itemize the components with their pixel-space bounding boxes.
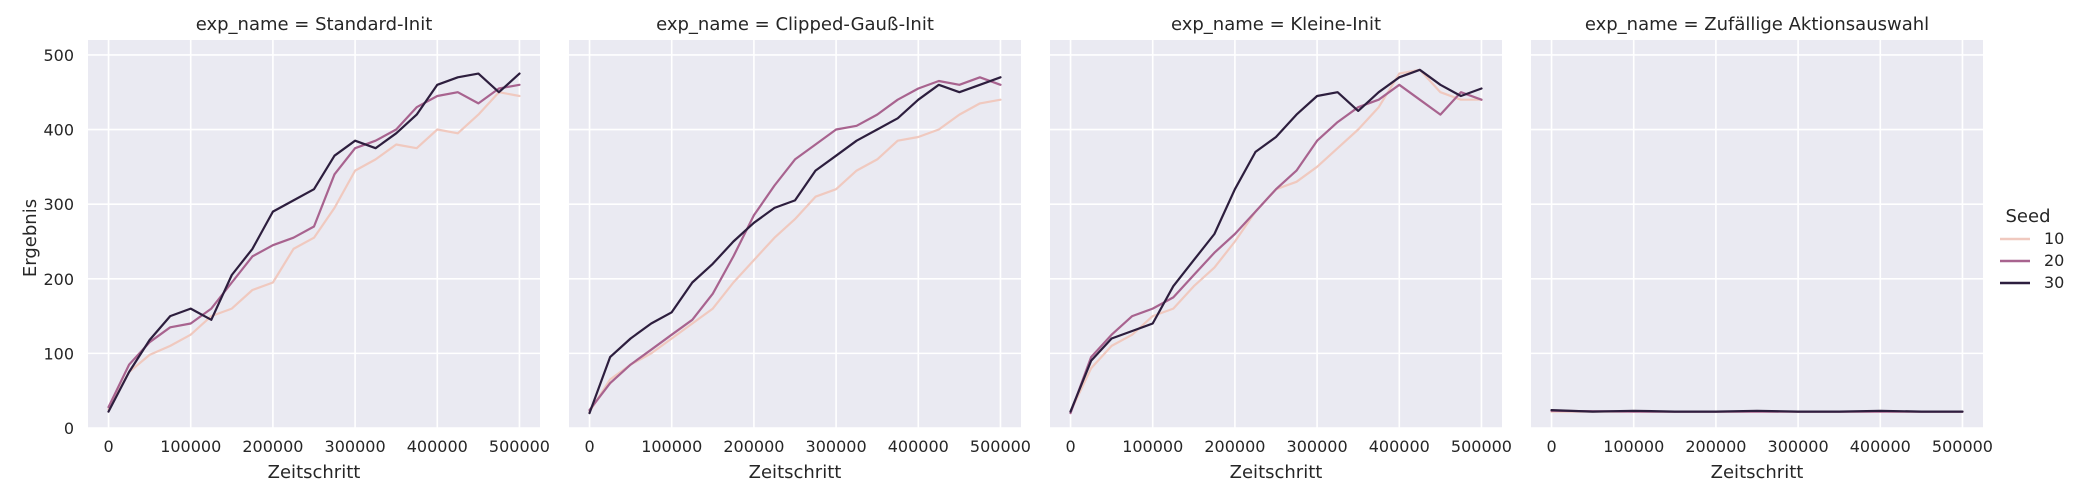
legend-label-seed-10: 10 [2044,229,2064,248]
y-axis-label: Ergebnis [20,199,41,277]
x-tick-label: 100000 [160,437,221,456]
x-tick-label: 0 [103,437,113,456]
x-tick-label: 200000 [1204,437,1265,456]
series-line-seed-20 [588,76,1002,412]
x-axis-label: Zeitschritt [749,462,842,483]
series-line-seed-20 [1069,83,1483,415]
series-line-seed-10 [588,98,1002,413]
x-tick-label: 300000 [1287,437,1348,456]
x-tick-label: 500000 [1932,437,1993,456]
legend-title: Seed [2006,206,2051,227]
x-tick-label: 400000 [888,437,949,456]
panel-background [88,40,540,428]
x-tick-label: 0 [1546,437,1556,456]
y-tick-label: 500 [43,46,74,65]
x-axis-label: Zeitschritt [1711,462,1804,483]
y-tick-label: 100 [43,344,74,363]
panel-background [1531,40,1983,428]
x-tick-label: 400000 [407,437,468,456]
series-line-seed-20 [107,83,521,409]
series-line-seed-30 [107,72,521,413]
panel-3: 0 100000 200000 300000 400000 500000 exp_name … [1050,14,1512,483]
y-tick-label: 400 [43,121,74,140]
x-tick-label: 0 [584,437,594,456]
legend-label-seed-20: 20 [2044,251,2064,270]
x-tick-label: 0 [1065,437,1075,456]
x-axis-label: Zeitschritt [268,462,361,483]
series-line-seed-30 [588,76,1002,415]
panel-2: 0 100000 200000 300000 400000 500000 exp_name … [569,14,1031,483]
series-line-seed-30 [1550,409,1964,413]
x-tick-label: 300000 [325,437,386,456]
panel-title: exp_name = Zufällige Aktionsauswahl [1585,14,1929,35]
panel-1: 0 100000 200000 300000 400000 500000 0 100 200 30… [43,14,550,483]
panel-4: 0 100000 200000 300000 400000 500000 exp_name … [1531,14,1993,483]
x-tick-label: 500000 [489,437,550,456]
x-tick-label: 100000 [1603,437,1664,456]
x-tick-label: 200000 [242,437,303,456]
x-tick-label: 300000 [806,437,867,456]
panel-title: exp_name = Standard-Init [196,14,433,35]
x-tick-label: 200000 [723,437,784,456]
x-tick-label: 500000 [970,437,1031,456]
x-axis-label: Zeitschritt [1230,462,1323,483]
x-tick-label: 200000 [1685,437,1746,456]
series-line-seed-10 [107,91,521,411]
x-tick-label: 100000 [641,437,702,456]
panel-background [569,40,1021,428]
panel-title: exp_name = Clipped-Gauß-Init [656,14,934,35]
y-tick-label: 200 [43,270,74,289]
x-tick-label: 400000 [1369,437,1430,456]
x-tick-label: 400000 [1850,437,1911,456]
panel-title: exp_name = Kleine-Init [1171,14,1381,35]
panel-background [1050,40,1502,428]
legend-label-seed-30: 30 [2044,273,2064,292]
x-tick-label: 100000 [1122,437,1183,456]
x-tick-label: 500000 [1451,437,1512,456]
series-line-seed-30 [1069,68,1483,413]
legend: 10 20 30 [2000,229,2064,292]
y-tick-label: 0 [64,419,74,438]
y-tick-label: 300 [43,195,74,214]
x-tick-label: 300000 [1768,437,1829,456]
